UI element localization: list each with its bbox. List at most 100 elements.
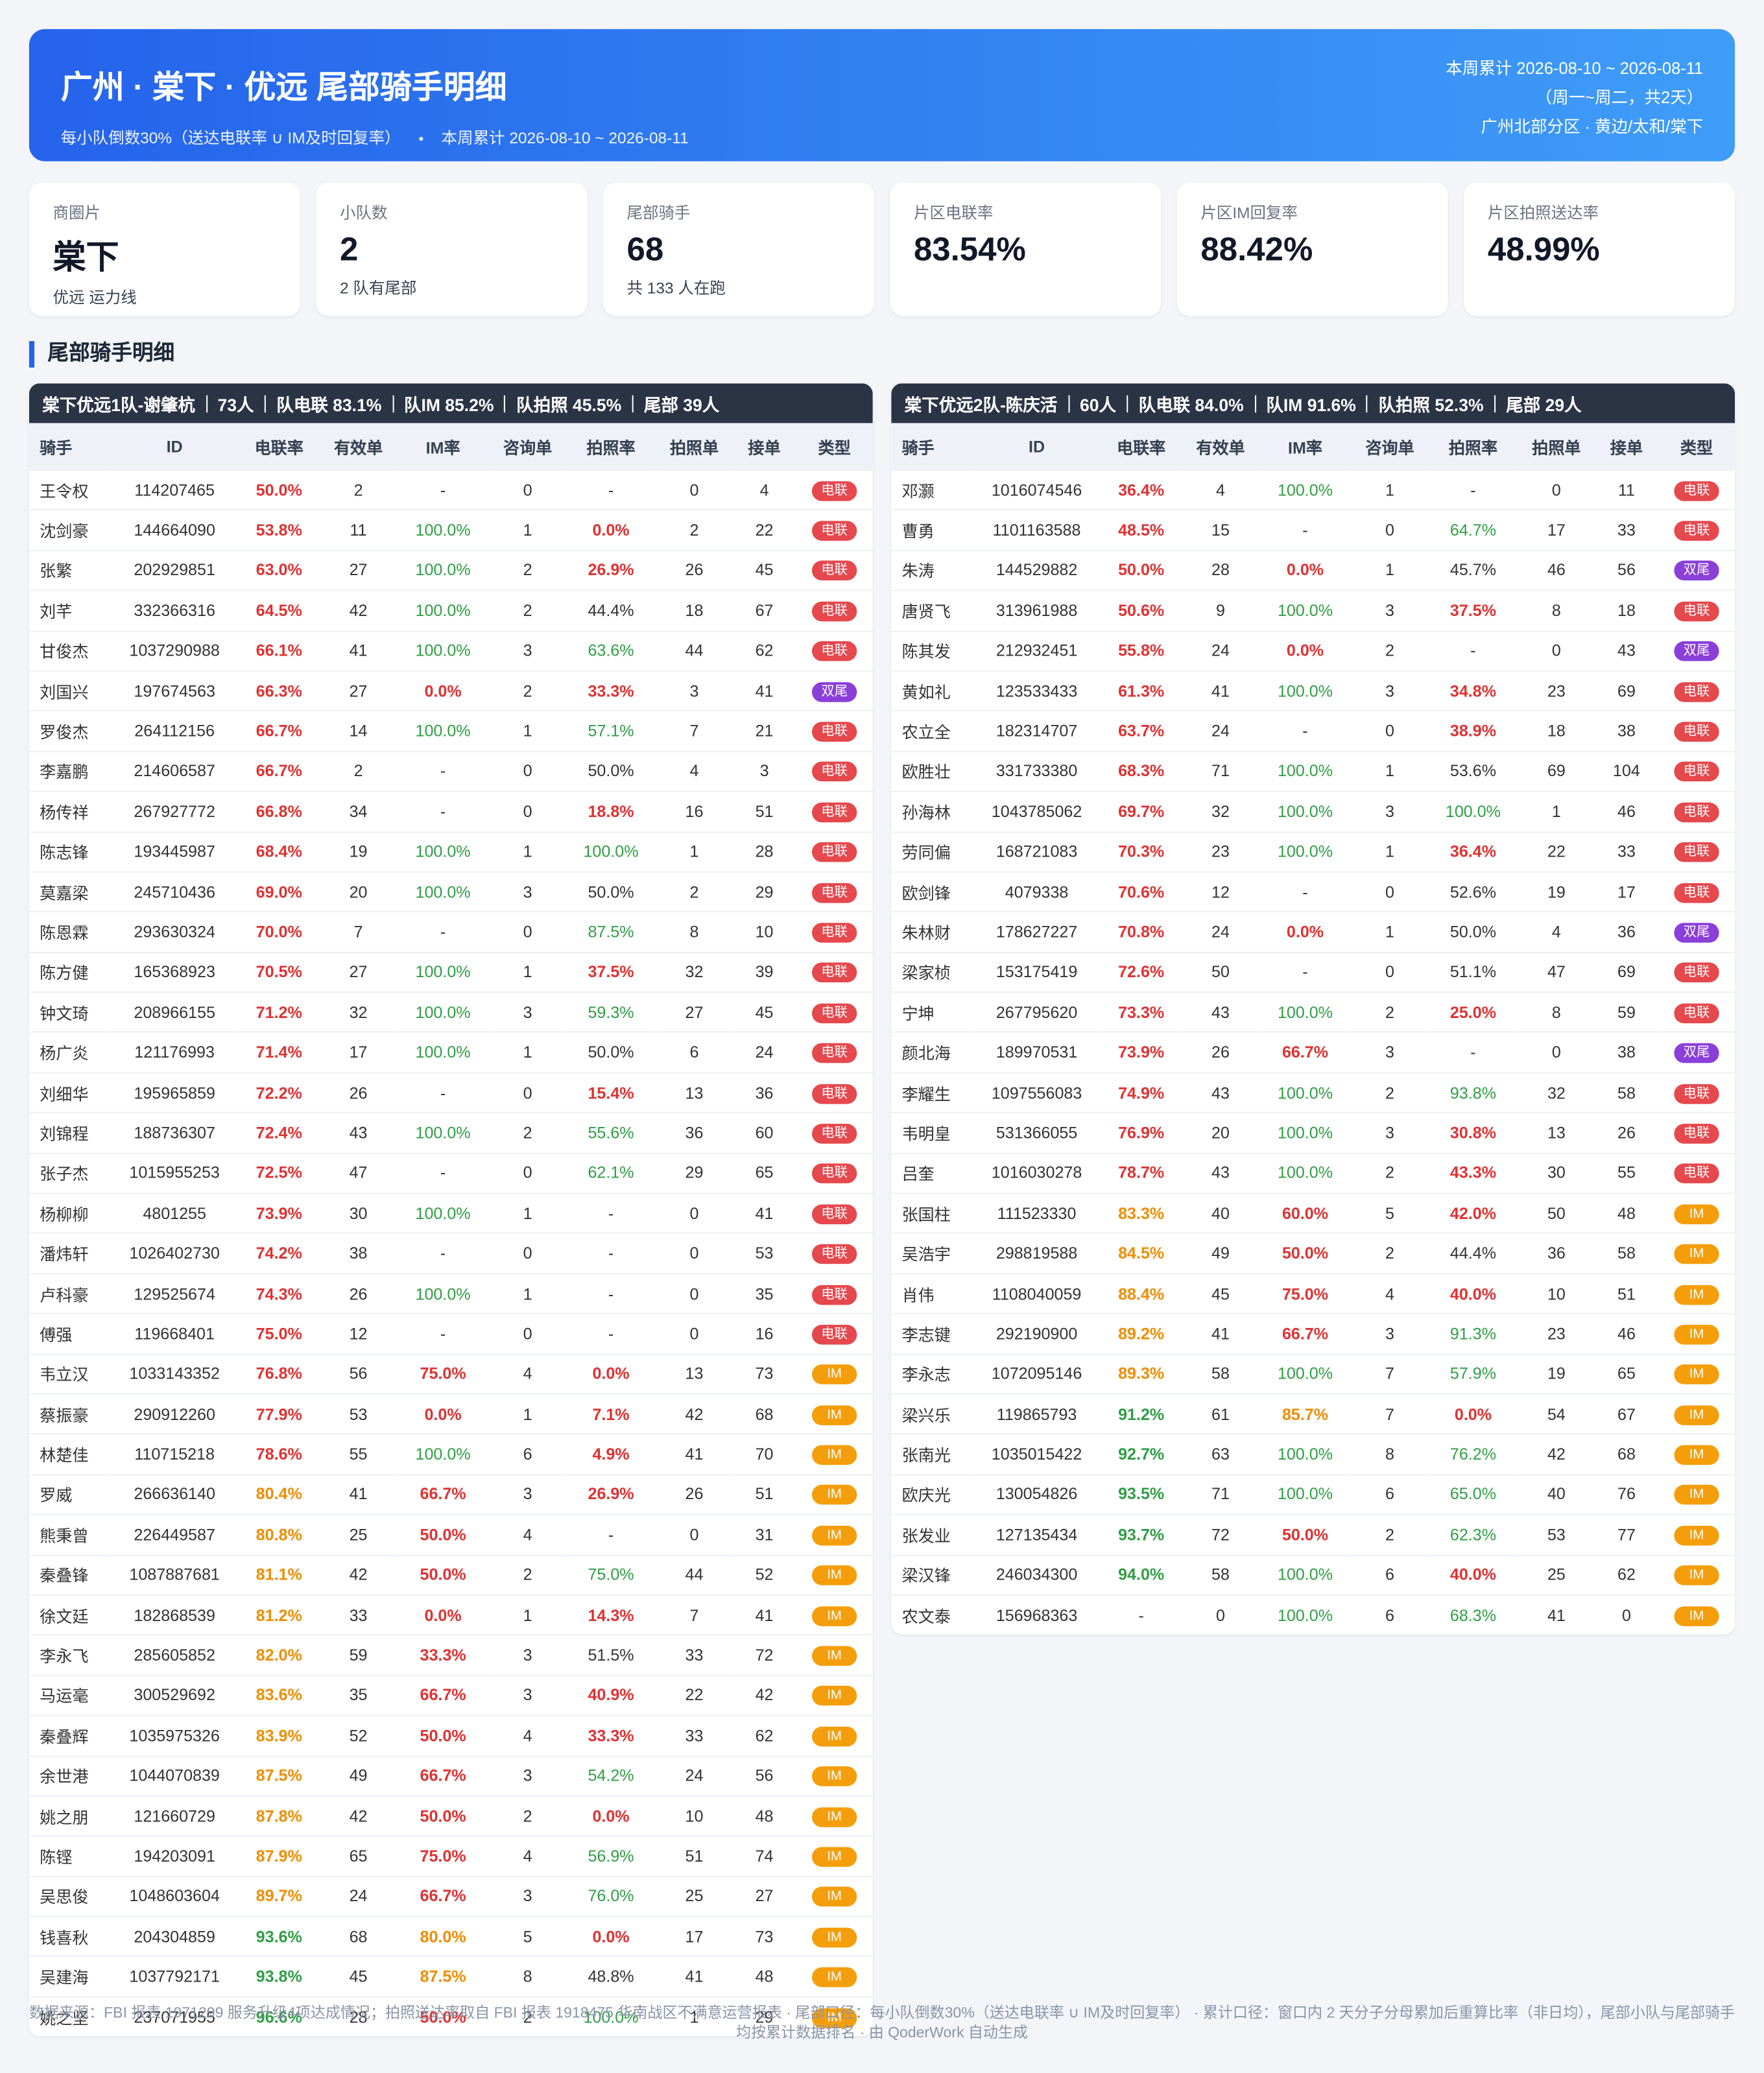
- footer: 数据来源：FBI 报表 1971299 服务升级4项达成情况；拍照送达率取自 F…: [29, 2006, 1735, 2042]
- row: 韦明皇 531366055 76.9% 20 100.0% 3 30.8% 13 26 电联: [891, 1112, 1735, 1154]
- cell: 欧庆光: [891, 1473, 973, 1515]
- type-badge: 电联: [811, 842, 857, 862]
- cell: 88.4%: [1100, 1273, 1182, 1314]
- kpi-card: 片区IM回复率 88.42%: [1176, 182, 1448, 316]
- row: 宁坤 267795620 73.3% 43 100.0% 2 25.0% 8 59 电联: [891, 991, 1735, 1033]
- cell: 1087887681: [111, 1554, 239, 1595]
- cell: 电联: [1658, 1072, 1735, 1113]
- type-badge: IM: [1674, 1445, 1719, 1465]
- row: 韦立汉 1033143352 76.8% 56 75.0% 4 0.0% 13 73 IM: [29, 1353, 873, 1395]
- cell: 313961988: [973, 589, 1101, 631]
- cell: 26: [656, 549, 733, 591]
- type-badge: IM: [1674, 1565, 1719, 1586]
- cell: -: [1259, 509, 1352, 551]
- cell: 61: [1182, 1393, 1259, 1435]
- cell: 吴建海: [29, 1956, 112, 1997]
- cell: 16: [656, 790, 733, 832]
- row: 唐贤飞 313961988 50.6% 9 100.0% 3 37.5% 8 18 电联: [891, 589, 1735, 631]
- cell: 50.0%: [1428, 911, 1518, 953]
- cell: IM: [1658, 1473, 1735, 1515]
- cell: 129525674: [111, 1273, 239, 1314]
- cell: 100.0%: [1259, 750, 1352, 792]
- cell: 吴浩宇: [891, 1233, 973, 1274]
- type-badge: 电联: [1674, 883, 1719, 903]
- cell: 3: [656, 670, 733, 711]
- cell: -: [396, 1233, 490, 1274]
- cell: 10: [656, 1795, 733, 1836]
- subtitle-part: 本周累计 2026-08-10 ~ 2026-08-11: [441, 128, 689, 148]
- cell: 51.1%: [1428, 951, 1518, 993]
- row: 梁汉锋 246034300 94.0% 58 100.0% 6 40.0% 25 62 IM: [891, 1554, 1735, 1595]
- cell: IM: [796, 1634, 873, 1676]
- kpi-label: 片区IM回复率: [1200, 204, 1298, 222]
- cell: 2: [1351, 1152, 1429, 1194]
- row: 张国柱 111523330 83.3% 40 60.0% 5 42.0% 50 48 IM: [891, 1192, 1735, 1234]
- cell: 92.7%: [1100, 1434, 1182, 1475]
- cell: 电联: [1658, 670, 1735, 711]
- cell: 2: [320, 469, 397, 510]
- cell: 0: [656, 1273, 733, 1314]
- type-badge: IM: [811, 1967, 857, 1987]
- cell: 0: [1351, 710, 1429, 752]
- type-badge: 电联: [1674, 1163, 1719, 1184]
- cell: IM: [796, 1875, 873, 1917]
- cell: 电联: [796, 1192, 873, 1234]
- cell: 66.8%: [238, 790, 320, 832]
- cell: 75.0%: [396, 1835, 490, 1877]
- cell: 41: [1182, 1313, 1259, 1355]
- cell: 4: [732, 469, 796, 510]
- row: 吴思俊 1048603604 89.7% 24 66.7% 3 76.0% 25 27 IM: [29, 1875, 873, 1917]
- cell: 0: [1595, 1594, 1658, 1635]
- type-badge: IM: [1674, 1203, 1719, 1224]
- cell: 27: [320, 549, 397, 591]
- type-badge: 电联: [811, 480, 857, 501]
- cell: 42: [320, 1795, 397, 1836]
- cell: 331733380: [973, 750, 1101, 792]
- cell: 100.0%: [396, 991, 490, 1033]
- cell: 27: [656, 991, 733, 1033]
- cell: 77: [1595, 1513, 1658, 1555]
- row: 杨柳柳 4801255 73.9% 30 100.0% 1-0 41 电联: [29, 1192, 873, 1234]
- column-header: 骑手: [891, 423, 973, 470]
- cell: 70.6%: [1100, 871, 1182, 912]
- cell: 114207465: [111, 469, 239, 510]
- row: 林楚佳 110715218 78.6% 55 100.0% 6 4.9% 41 70 IM: [29, 1434, 873, 1475]
- cell: 9: [1182, 589, 1259, 631]
- cell: 100.0%: [1259, 589, 1352, 631]
- cell: 43: [320, 1112, 397, 1154]
- cell: 50.0%: [396, 1714, 490, 1756]
- type-badge: 电联: [811, 601, 857, 622]
- cell: 1015955253: [111, 1152, 239, 1194]
- cell: 13: [656, 1072, 733, 1113]
- cell: 121176993: [111, 1032, 239, 1073]
- row: 秦叠锋 1087887681 81.1% 42 50.0% 2 75.0% 44 52 IM: [29, 1554, 873, 1595]
- cell: 电联: [1658, 951, 1735, 993]
- cell: -: [566, 469, 656, 510]
- cell: 双尾: [1658, 911, 1735, 953]
- cell: 42: [320, 589, 397, 631]
- cell: 7: [656, 710, 733, 752]
- cell: 52: [320, 1714, 397, 1756]
- separator: [1254, 394, 1256, 412]
- kpi-card: 小队数 2 2 队有尾部: [316, 182, 588, 316]
- cell: IM: [1658, 1233, 1735, 1274]
- cell: IM: [1658, 1313, 1735, 1355]
- cell: 刘锦程: [29, 1112, 112, 1154]
- dot: [418, 137, 423, 141]
- cell: 12: [1182, 871, 1259, 912]
- row: 张发业 127135434 93.7% 72 50.0% 2 62.3% 53 77 IM: [891, 1513, 1735, 1555]
- separator: [1067, 394, 1069, 412]
- cell: 119668401: [111, 1313, 239, 1355]
- team-table: 棠下优远1队-谢肇杭 73人 队电联 83.1% 队IM 85.2% 队拍照 45.5%…: [29, 383, 873, 2037]
- cell: 马运毫: [29, 1674, 112, 1716]
- cell: 100.0%: [1259, 469, 1352, 510]
- cell: 刘国兴: [29, 670, 112, 711]
- cell: 27: [320, 951, 397, 993]
- row: 傅强 119668401 75.0% 12-0-0 16 电联: [29, 1313, 873, 1355]
- cell: 100.0%: [1428, 790, 1518, 832]
- cell: 6: [489, 1434, 566, 1475]
- separator: [632, 394, 634, 412]
- cell: 0: [489, 790, 566, 832]
- cell: 13: [656, 1353, 733, 1395]
- cell: 33: [1595, 831, 1658, 872]
